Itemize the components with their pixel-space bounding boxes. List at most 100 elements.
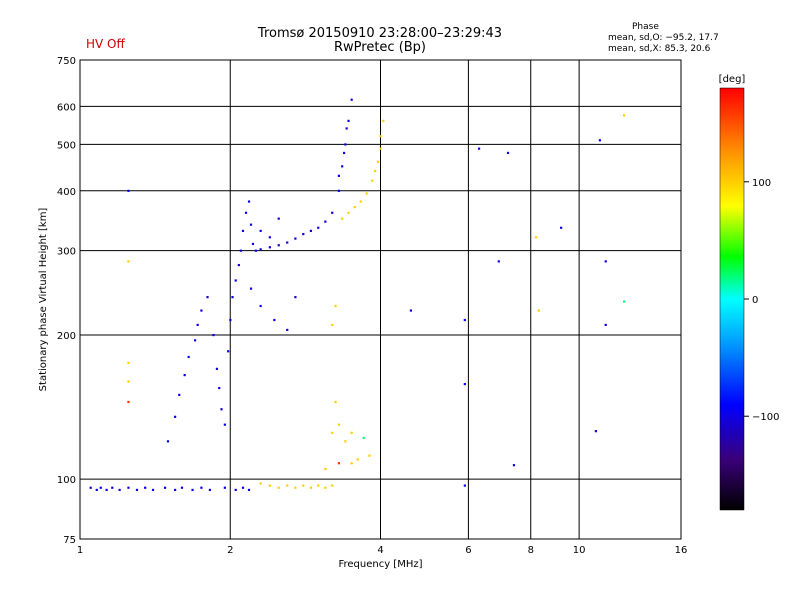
- x-tick-label: 2: [227, 545, 233, 556]
- data-point: [379, 147, 382, 150]
- x-tick-label: 16: [675, 545, 688, 556]
- data-point: [234, 488, 237, 492]
- data-point: [347, 211, 350, 214]
- colorbar-tick-label: 0: [752, 295, 758, 306]
- data-point: [350, 98, 353, 101]
- data-point: [463, 382, 466, 386]
- data-point: [244, 211, 248, 214]
- data-point: [127, 189, 130, 192]
- data-point: [251, 242, 255, 245]
- data-point: [180, 486, 184, 489]
- data-point: [347, 119, 350, 122]
- data-point: [277, 244, 280, 247]
- data-point: [512, 464, 516, 467]
- colorbar-tick-label: −100: [752, 412, 779, 423]
- data-point: [379, 135, 382, 138]
- data-point: [324, 220, 327, 223]
- phase-o-stats: mean, sd,O: −95.2, 17.7: [608, 33, 719, 43]
- data-point: [345, 127, 348, 130]
- data-point: [127, 361, 130, 364]
- data-point: [166, 440, 170, 443]
- data-point: [234, 279, 237, 282]
- data-point: [341, 165, 344, 168]
- data-point: [229, 318, 232, 322]
- data-point: [259, 229, 262, 232]
- data-point: [477, 147, 481, 150]
- y-axis-title: Stationary phase Virtual Height [km]: [38, 208, 49, 392]
- data-point: [309, 486, 312, 489]
- x-tick-label: 6: [465, 545, 471, 556]
- data-point: [239, 249, 243, 252]
- data-point: [622, 300, 626, 303]
- data-point: [127, 260, 130, 263]
- data-point: [409, 309, 412, 312]
- x-axis-title: Frequency [MHz]: [338, 559, 422, 570]
- data-point: [365, 192, 368, 195]
- data-point: [317, 484, 320, 487]
- data-point: [537, 309, 540, 312]
- data-point: [247, 488, 251, 492]
- data-point: [218, 386, 221, 390]
- data-point: [200, 486, 203, 489]
- data-point: [237, 263, 240, 267]
- data-point: [324, 468, 327, 471]
- data-point: [302, 484, 305, 487]
- colorbar: [719, 87, 745, 511]
- data-point: [254, 249, 257, 252]
- data-point: [144, 486, 147, 489]
- data-point: [227, 350, 230, 353]
- data-point: [187, 355, 190, 359]
- data-point: [249, 287, 253, 290]
- data-point: [220, 408, 223, 411]
- data-point: [359, 200, 362, 203]
- data-point: [173, 488, 177, 492]
- colorbar-tick-label: 100: [752, 178, 771, 189]
- data-point: [604, 260, 607, 263]
- data-point: [317, 226, 320, 229]
- data-point: [463, 318, 466, 322]
- y-tick-label: 300: [57, 247, 76, 258]
- data-point: [99, 486, 102, 489]
- data-point: [259, 248, 262, 251]
- data-point: [223, 486, 226, 489]
- phase-x-stats: mean, sd,X: 85.3, 20.6: [608, 44, 711, 54]
- data-point: [331, 323, 334, 327]
- data-point: [247, 200, 251, 203]
- data-point: [173, 415, 177, 418]
- y-tick-label: 400: [57, 187, 76, 198]
- y-tick-label: 750: [57, 56, 76, 67]
- data-point: [286, 484, 289, 487]
- data-point: [241, 486, 245, 489]
- y-tick-label: 600: [57, 102, 76, 113]
- x-tick-label: 1: [77, 545, 83, 556]
- y-tick-label: 500: [57, 140, 76, 151]
- data-point: [208, 488, 212, 492]
- x-tick-label: 10: [573, 545, 586, 556]
- data-point: [111, 486, 114, 489]
- data-point: [334, 304, 337, 308]
- data-point: [191, 488, 194, 492]
- tick-labels-layer: 1 2 4 6 8 10 16 75 100 200 300 400 500 600 750: [57, 56, 687, 556]
- hv-status-label: HV Off: [86, 37, 125, 51]
- data-point: [259, 304, 262, 308]
- data-point: [371, 179, 374, 182]
- data-point: [344, 143, 347, 146]
- x-tick-label: 8: [528, 545, 534, 556]
- data-point: [368, 454, 371, 457]
- data-point: [277, 217, 280, 220]
- data-point: [286, 241, 289, 244]
- colorbar-label: [deg]: [719, 74, 746, 85]
- data-point: [337, 423, 341, 426]
- data-point: [118, 488, 121, 492]
- data-point: [294, 237, 297, 240]
- data-point: [95, 488, 98, 492]
- data-point: [382, 119, 385, 122]
- chart-title: Tromsø 20150910 23:28:00–23:29:43: [257, 26, 503, 41]
- y-tick-label: 200: [57, 331, 76, 342]
- data-point: [212, 333, 215, 337]
- data-point: [341, 217, 344, 220]
- data-point: [200, 309, 203, 312]
- data-point: [598, 139, 601, 142]
- data-point: [331, 431, 334, 434]
- data-point: [337, 462, 341, 465]
